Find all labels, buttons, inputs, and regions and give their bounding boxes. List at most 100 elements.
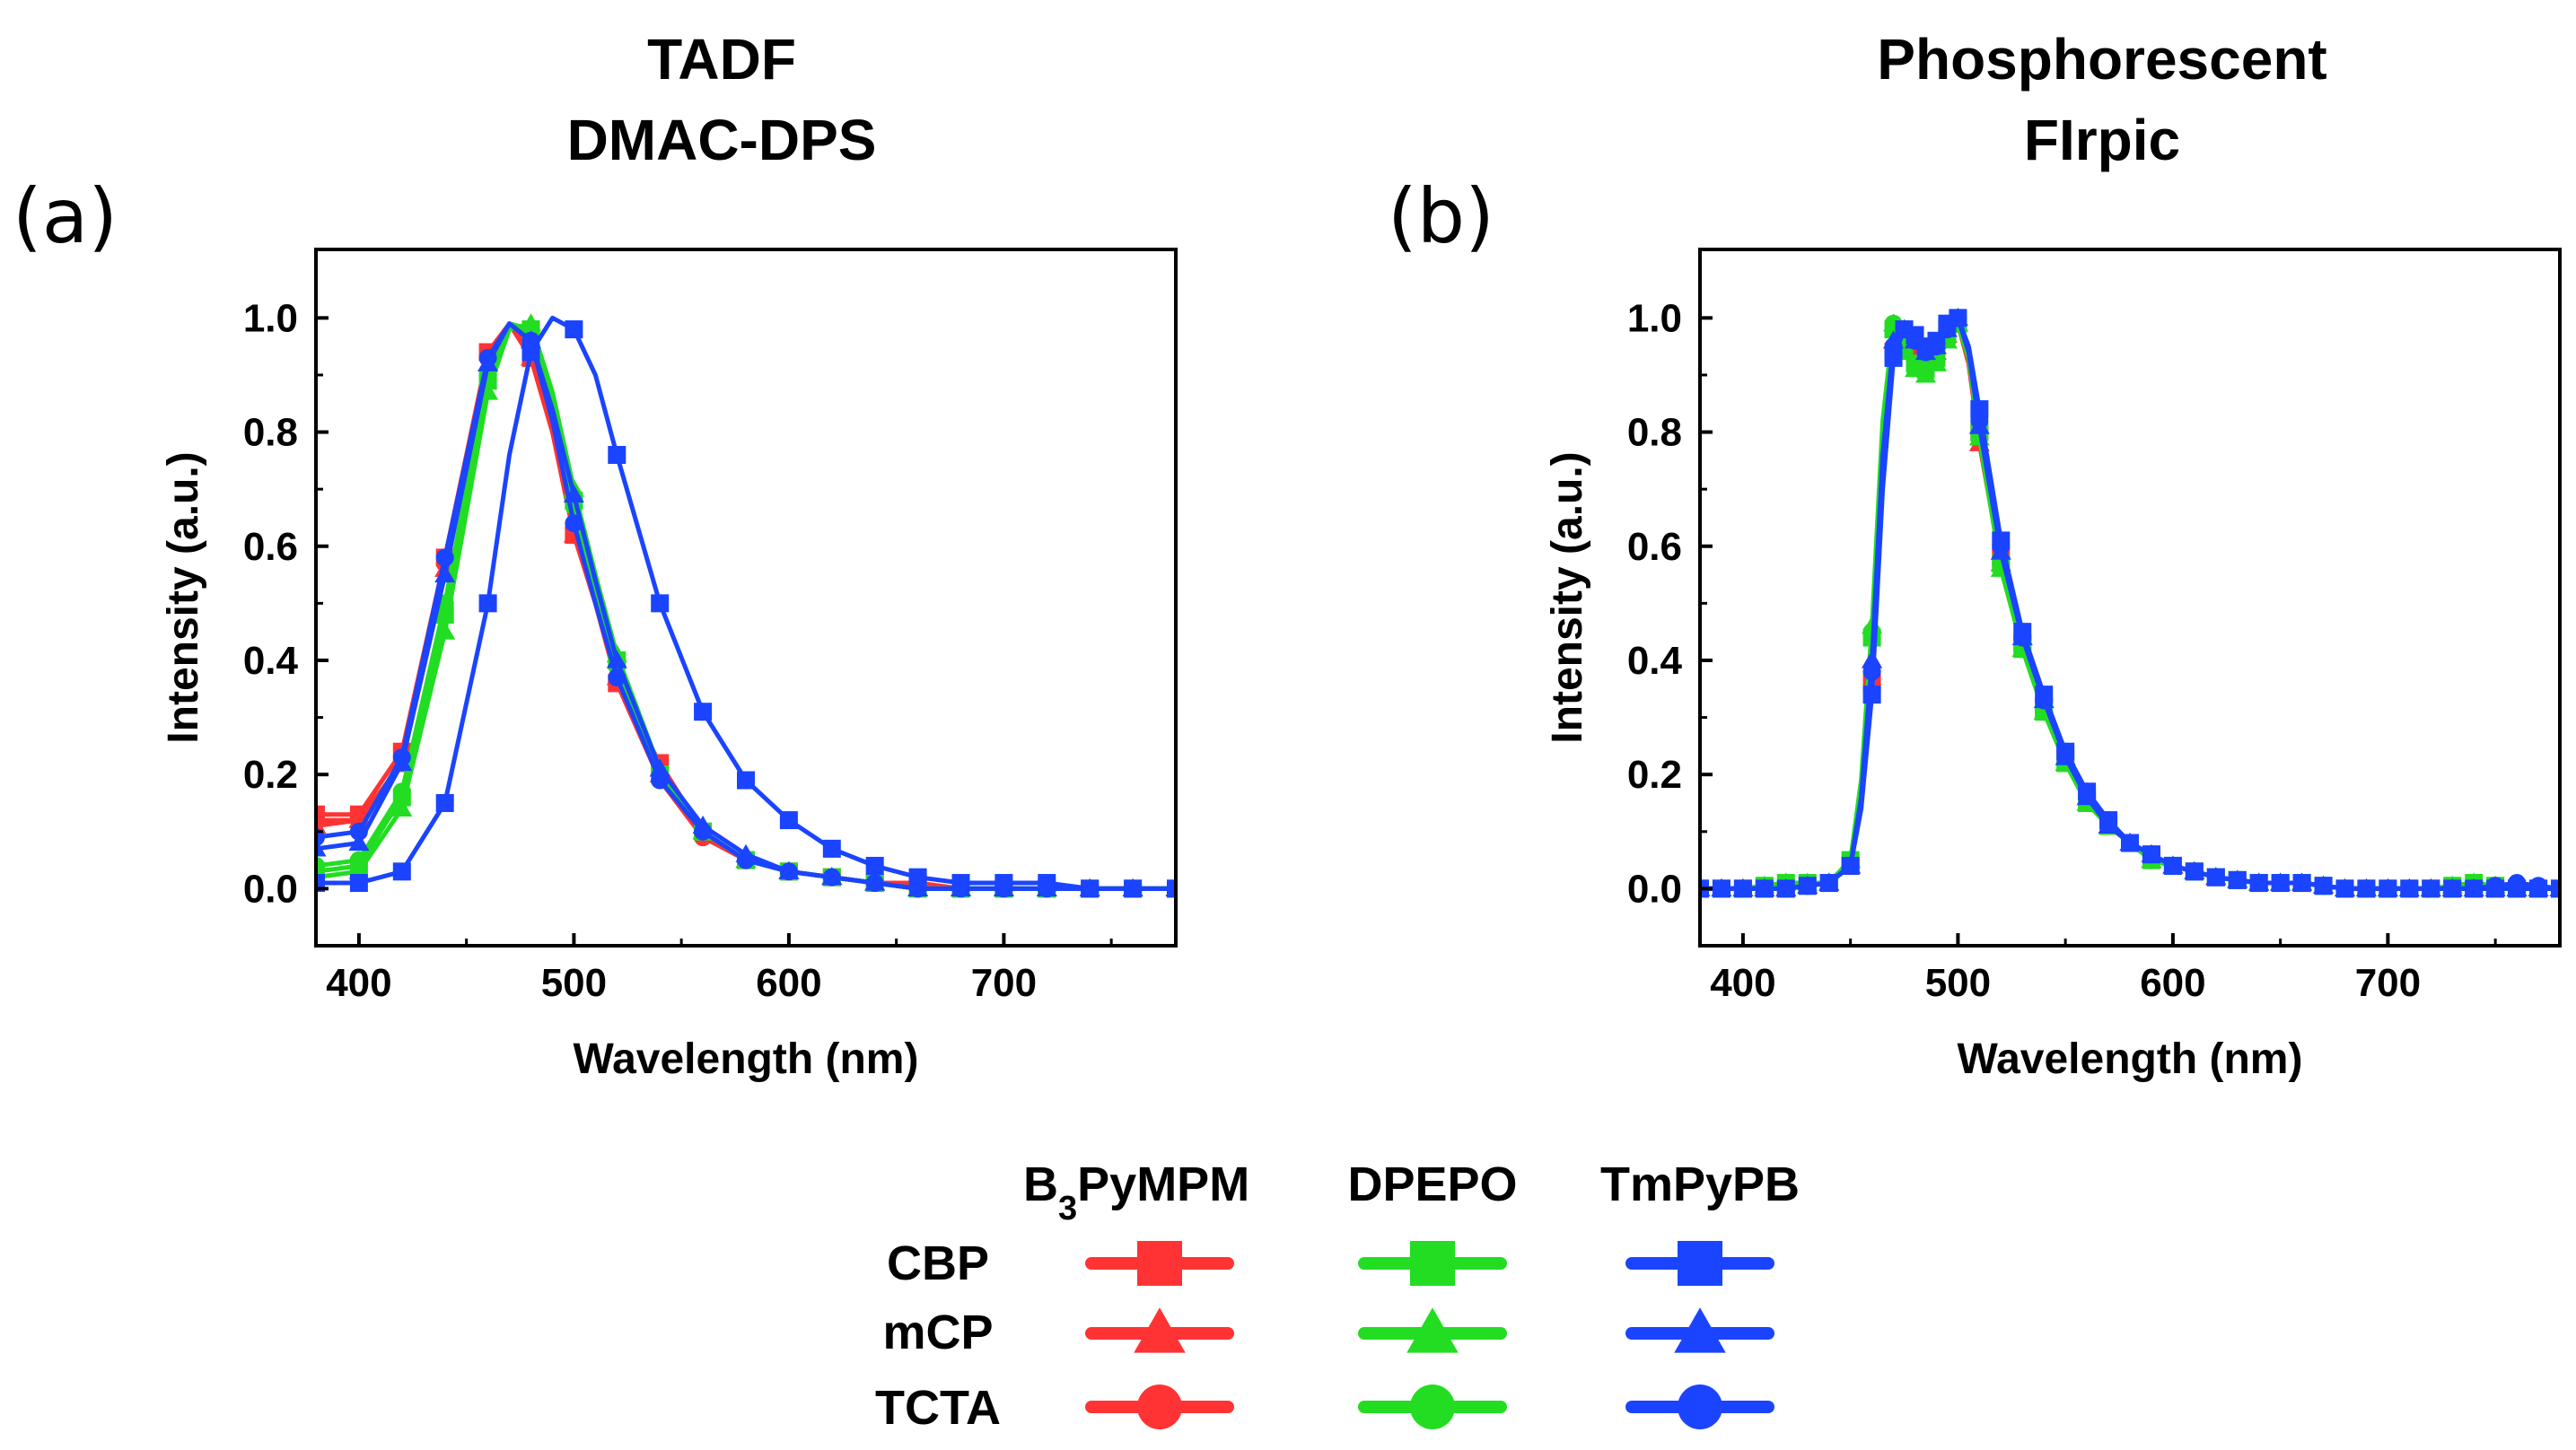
data-point — [1938, 320, 1957, 339]
legend-marker — [1406, 1307, 1459, 1353]
data-point — [2142, 845, 2160, 864]
data-point — [435, 548, 454, 567]
data-point — [1906, 331, 1924, 350]
data-point — [1124, 879, 1143, 898]
data-point — [2185, 862, 2204, 881]
legend-header-tmpypb: TmPyPB — [1600, 1157, 1800, 1211]
data-point — [435, 793, 454, 812]
y-tick-label: 0.8 — [243, 411, 298, 455]
data-point — [694, 822, 713, 841]
data-point — [316, 856, 325, 875]
y-tick-label: 1.0 — [1627, 296, 1682, 340]
x-tick-label: 500 — [1925, 961, 1991, 1005]
data-point — [2228, 870, 2247, 889]
data-point — [1776, 879, 1795, 898]
data-point — [1949, 309, 1967, 328]
data-point — [1927, 337, 1946, 356]
data-point — [392, 782, 411, 801]
data-point — [2035, 691, 2054, 710]
plot-data-area — [316, 313, 1176, 898]
data-point — [392, 862, 411, 881]
x-axis-title: Wavelength (nm) — [1958, 1035, 2303, 1083]
y-tick-label: 0.2 — [1627, 753, 1682, 797]
data-point — [908, 879, 927, 898]
data-point — [1167, 879, 1176, 898]
legend-symbols — [1085, 1241, 1774, 1429]
legend-marker — [1134, 1307, 1186, 1353]
legend-row-cbp: CBP — [887, 1236, 989, 1290]
data-point — [1819, 874, 1838, 893]
data-point — [779, 862, 798, 881]
legend-symbol-mcp-0 — [1085, 1307, 1234, 1353]
data-point — [779, 811, 798, 830]
x-tick-label: 700 — [971, 961, 1037, 1005]
plot-panel-b: 400 500 600 700 0.0 0.2 0.4 0.6 0.8 1.0 Wavelength… — [1544, 248, 2562, 1083]
y-tick-label: 0.8 — [1627, 411, 1682, 455]
panel-a-title-line2: DMAC-DPS — [567, 108, 877, 172]
plot-panel-a: 400 500 600 700 0.0 0.2 0.4 0.6 0.8 1.0 Wavelength… — [160, 248, 1178, 1083]
legend-marker — [1410, 1241, 1455, 1286]
data-point — [865, 856, 884, 875]
data-point — [392, 748, 411, 767]
x-tick-label: 400 — [326, 961, 391, 1005]
data-point — [349, 822, 368, 841]
legend-marker — [1678, 1241, 1722, 1286]
y-tick-label: 0.4 — [243, 639, 299, 683]
plot-frame — [1698, 248, 2562, 948]
y-tick-label: 0.0 — [1627, 867, 1682, 911]
data-point — [2529, 877, 2548, 895]
series-tcta-dpepo — [1700, 314, 2560, 898]
data-point — [2121, 834, 2139, 852]
data-point — [1862, 662, 1881, 681]
data-point — [2508, 874, 2527, 893]
panel-b-title-line2: FIrpic — [2024, 108, 2180, 172]
y-tick-label: 0.0 — [243, 867, 298, 911]
legend-symbol-mcp-1 — [1358, 1307, 1507, 1353]
y-tick-label: 0.6 — [1627, 525, 1682, 569]
data-point — [1895, 320, 1914, 339]
data-point — [349, 874, 368, 893]
x-tick-label: 500 — [541, 961, 607, 1005]
series-tcta-b3pympm — [1700, 314, 2560, 898]
data-point — [1733, 879, 1752, 898]
legend-symbol-mcp-2 — [1625, 1307, 1774, 1353]
data-point — [478, 348, 497, 367]
data-point — [2551, 879, 2560, 898]
x-tick-label: 400 — [1710, 961, 1775, 1005]
y-tick-label: 1.0 — [243, 296, 298, 340]
y-axis-title: Intensity (a.u.) — [1544, 451, 1591, 743]
data-point — [1841, 856, 1860, 875]
data-point — [1038, 879, 1056, 898]
data-point — [2013, 628, 2032, 647]
legend-header-dpepo: DPEPO — [1347, 1157, 1517, 1211]
legend-marker — [1410, 1384, 1455, 1429]
x-tick-label: 600 — [2140, 961, 2205, 1005]
series-cbp-dpepo — [1700, 314, 2560, 898]
legend-symbol-cbp-1 — [1358, 1241, 1507, 1286]
data-point — [865, 874, 884, 893]
data-point — [565, 514, 583, 533]
data-point — [2163, 856, 2182, 875]
legend-row-tcta: TCTA — [875, 1381, 1001, 1435]
data-point — [521, 331, 540, 350]
panel-a-title-line1: TADF — [647, 27, 796, 92]
series-line — [1700, 315, 2560, 891]
data-point — [822, 839, 841, 858]
series-line — [1700, 315, 2560, 891]
data-point — [2249, 874, 2268, 893]
data-point — [521, 313, 541, 332]
y-tick-label: 0.6 — [243, 525, 298, 569]
data-point — [2400, 879, 2419, 898]
series-line — [1700, 321, 2560, 891]
legend-marker — [1678, 1384, 1722, 1429]
data-point — [1755, 879, 1774, 898]
data-point — [349, 851, 368, 869]
x-tick-label: 600 — [756, 961, 821, 1005]
series-line — [1700, 321, 2560, 891]
series-line — [1700, 321, 2560, 891]
panel-b-label: (b) — [1388, 172, 1494, 260]
legend-marker — [1137, 1241, 1182, 1286]
data-point — [2486, 877, 2505, 895]
legend-marker — [1674, 1307, 1726, 1353]
